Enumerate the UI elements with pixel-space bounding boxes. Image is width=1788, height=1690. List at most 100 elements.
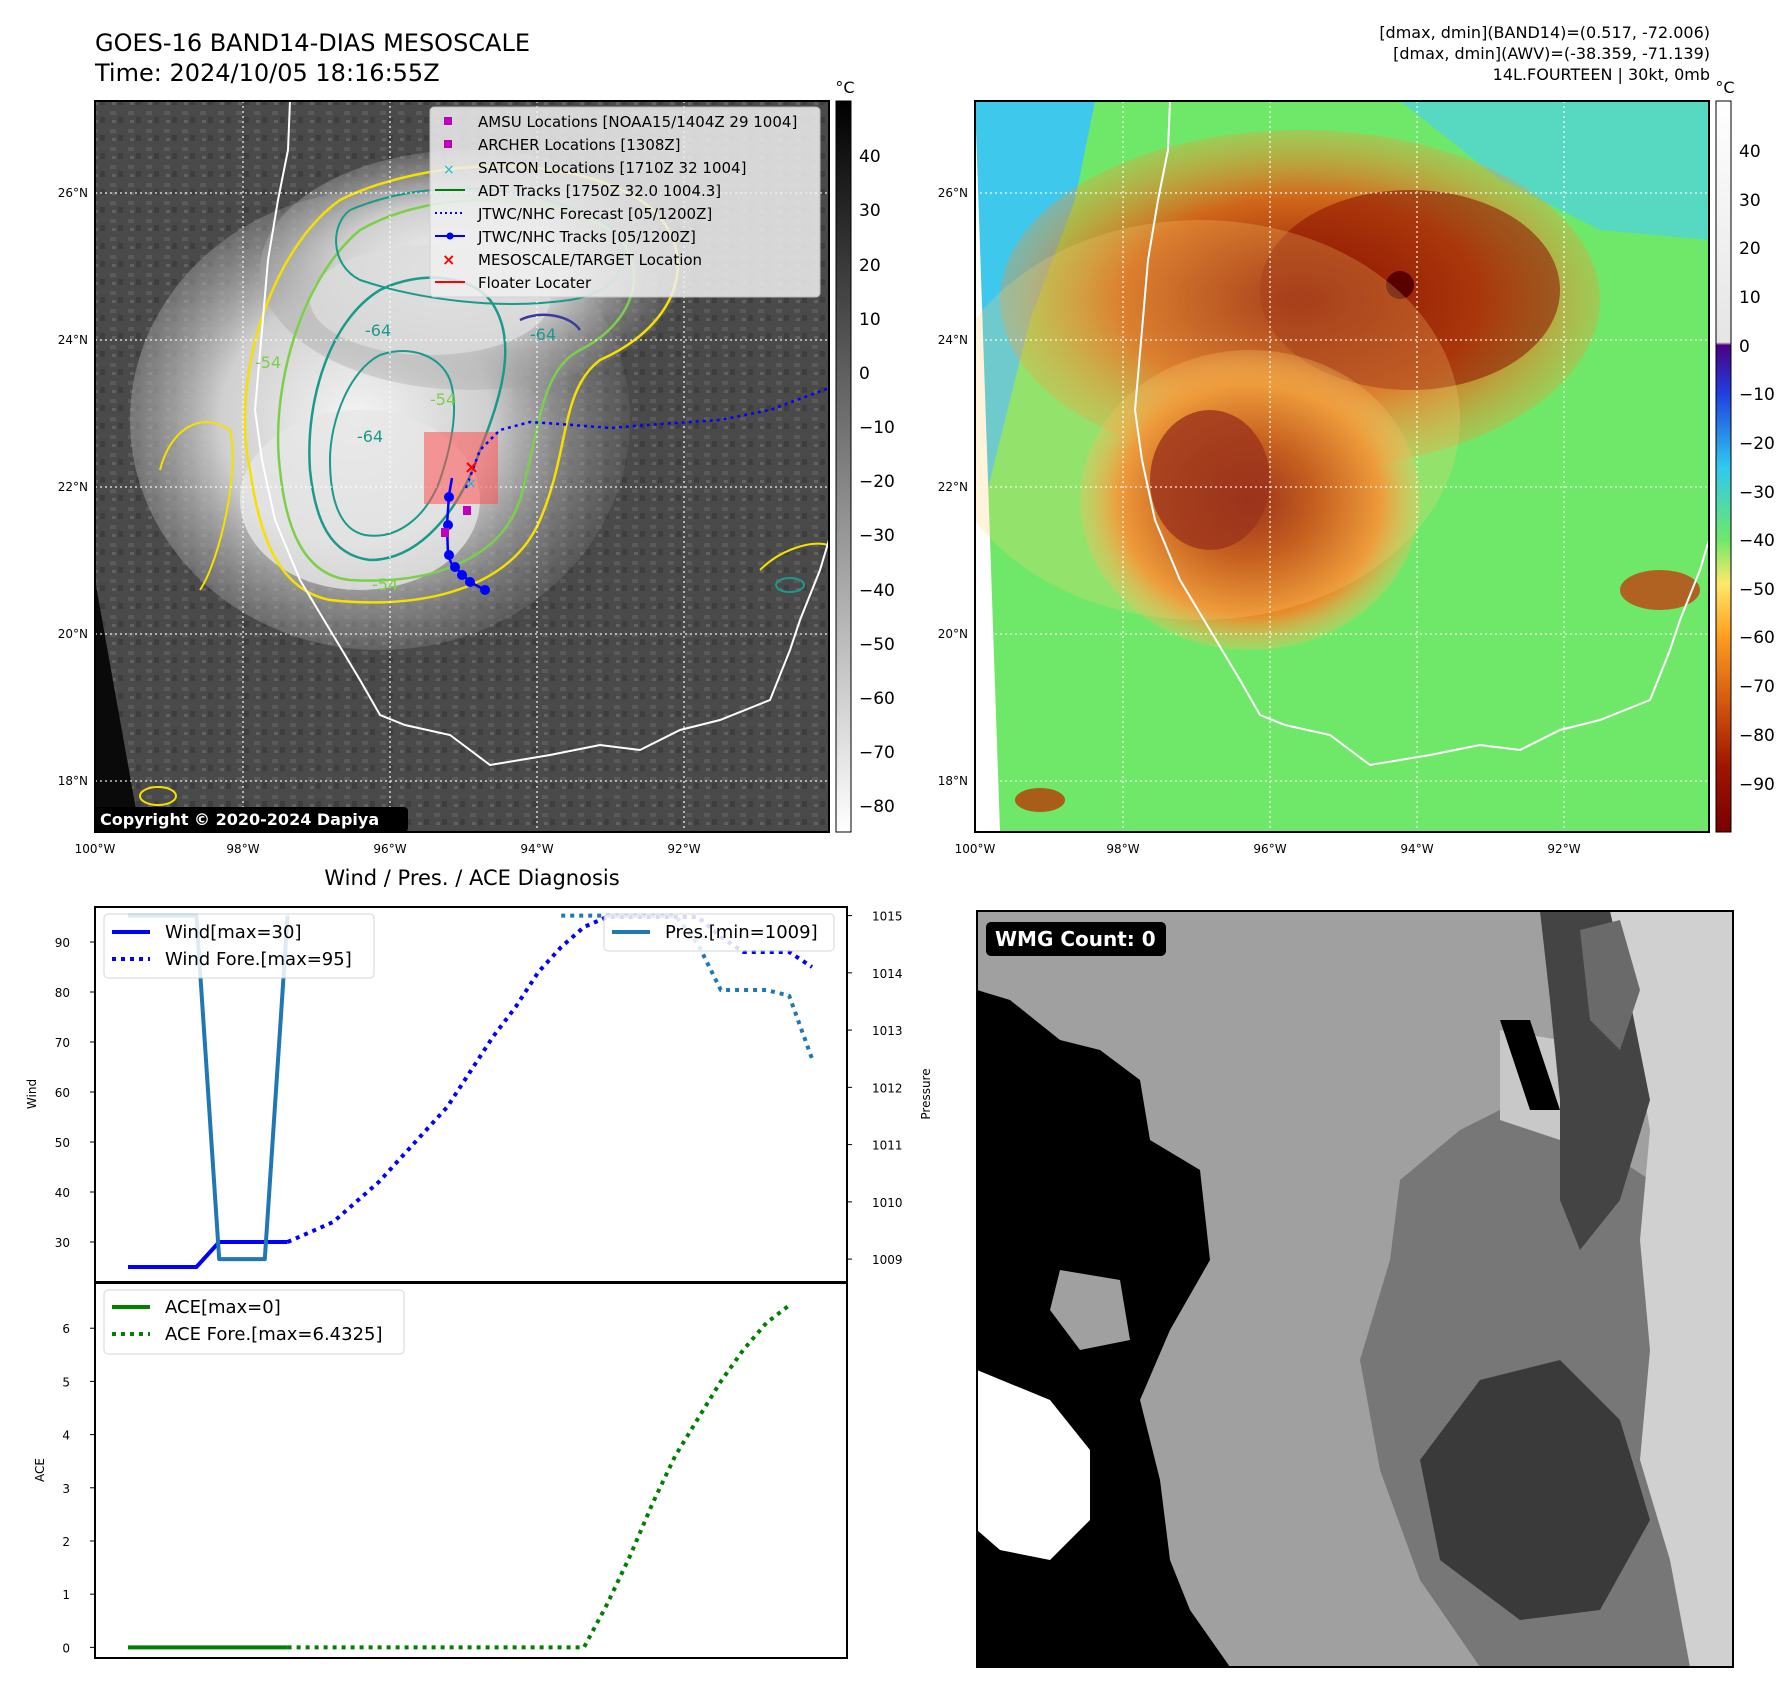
lon-label: 98°W bbox=[226, 842, 259, 856]
ace-tick-label: 6 bbox=[62, 1322, 70, 1336]
series-line-windmax bbox=[128, 1240, 288, 1269]
pressure-tick-label: 1010 bbox=[872, 1196, 903, 1210]
colorbar-color-ticks: 40 30 20 10 0 −10 −20 −30 −40 −50 −60 −7… bbox=[1739, 142, 1775, 795]
colorbar-unit: °C bbox=[1715, 78, 1734, 97]
wmg-panel: WMG Count: 0 bbox=[977, 911, 1733, 1667]
lon-label: 94°W bbox=[520, 842, 553, 856]
wind-legend: Wind[max=30] Wind Fore.[max=95] bbox=[103, 913, 375, 979]
color-map-frame bbox=[974, 100, 1710, 833]
pressure-tick-label: 1012 bbox=[872, 1081, 903, 1095]
colorbar-unit: °C bbox=[835, 78, 854, 97]
lat-label: 24°N bbox=[938, 333, 968, 347]
colorbar-tick: −80 bbox=[1739, 726, 1775, 746]
colorbar-tick: −60 bbox=[859, 689, 895, 709]
colorbar-tick: 40 bbox=[859, 147, 881, 167]
ace-tick-label: 3 bbox=[62, 1482, 70, 1496]
lat-label: 22°N bbox=[58, 480, 88, 494]
wind-tick-label: 90 bbox=[55, 936, 70, 950]
colorbar-tick: −70 bbox=[1739, 677, 1775, 697]
wind-tick-label: 70 bbox=[55, 1036, 70, 1050]
lon-label: 100°W bbox=[75, 842, 116, 856]
ace-tick-label: 1 bbox=[62, 1588, 70, 1602]
svg-text:×: × bbox=[442, 250, 455, 269]
lon-label: 96°W bbox=[1253, 842, 1286, 856]
diagnosis-title: Wind / Pres. / ACE Diagnosis bbox=[324, 866, 619, 890]
colorbar-gray: °C bbox=[835, 78, 855, 833]
lon-label: 96°W bbox=[373, 842, 406, 856]
lon-label: 98°W bbox=[1106, 842, 1139, 856]
pressure-tick-label: 1015 bbox=[872, 910, 903, 924]
ace-axis-label: ACE bbox=[33, 1458, 47, 1482]
colorbar-tick: 20 bbox=[1739, 239, 1761, 259]
lat-label: 26°N bbox=[58, 186, 88, 200]
lon-label: 92°W bbox=[1547, 842, 1580, 856]
pressure-tick-label: 1014 bbox=[872, 967, 903, 981]
contour-label: -64 bbox=[530, 325, 556, 344]
colorbar-tick: −70 bbox=[859, 743, 895, 763]
colorbar-tick: −90 bbox=[1739, 775, 1775, 795]
lat-label: 26°N bbox=[938, 186, 968, 200]
wind-axis-label: Wind bbox=[25, 1079, 39, 1109]
legend-pressure: Pres.[min=1009] bbox=[665, 922, 818, 943]
contour-label: -64 bbox=[365, 321, 391, 340]
lat-label: 24°N bbox=[58, 333, 88, 347]
lat-label: 18°N bbox=[938, 774, 968, 788]
colorbar-tick: −60 bbox=[1739, 628, 1775, 648]
pressure-axis-label: Pressure bbox=[919, 1068, 933, 1119]
colorbar-color: °C bbox=[1715, 78, 1735, 833]
color-map bbox=[975, 101, 1709, 832]
colorbar-tick: 0 bbox=[1739, 337, 1750, 357]
colorbar-tick: −30 bbox=[1739, 483, 1775, 503]
wind-tick-label: 40 bbox=[55, 1186, 70, 1200]
lon-label: 94°W bbox=[1400, 842, 1433, 856]
contour-label: -54 bbox=[430, 390, 456, 409]
legend-ace-forecast: ACE Fore.[max=6.4325] bbox=[165, 1324, 383, 1345]
colorbar-tick: −30 bbox=[859, 526, 895, 546]
colorbar-tick: −50 bbox=[859, 635, 895, 655]
colorbar-tick: 30 bbox=[1739, 191, 1761, 211]
pressure-tick-label: 1009 bbox=[872, 1253, 903, 1267]
colorbar-gray-ticks: 40 30 20 10 0 −10 −20 −30 −40 −50 −60 −7… bbox=[859, 147, 895, 817]
pressure-tick-label: 1013 bbox=[872, 1024, 903, 1038]
figure-title: GOES-16 BAND14-DIAS MESOSCALE bbox=[95, 29, 530, 57]
stats-band14: [dmax, dmin](BAND14)=(0.517, -72.006) bbox=[1379, 23, 1710, 42]
lat-label: 18°N bbox=[58, 774, 88, 788]
legend-archer: ARCHER Locations [1308Z] bbox=[478, 136, 681, 154]
colorbar-tick: −40 bbox=[859, 581, 895, 601]
colorbar-tick: −10 bbox=[1739, 385, 1775, 405]
legend-adt: ADT Tracks [1750Z 32.0 1004.3] bbox=[478, 182, 721, 200]
lon-label: 92°W bbox=[667, 842, 700, 856]
lat-label: 20°N bbox=[938, 627, 968, 641]
colorbar-tick: 20 bbox=[859, 256, 881, 276]
wind-tick-label: 80 bbox=[55, 986, 70, 1000]
colorbar-tick: 30 bbox=[859, 201, 881, 221]
legend-wind: Wind[max=30] bbox=[165, 922, 302, 943]
legend-target: MESOSCALE/TARGET Location bbox=[478, 251, 702, 269]
wind-tick-label: 30 bbox=[55, 1236, 70, 1250]
legend-wind-forecast: Wind Fore.[max=95] bbox=[165, 949, 352, 970]
lat-label: 22°N bbox=[938, 480, 968, 494]
ace-legend: ACE[max=0] ACE Fore.[max=6.4325] bbox=[103, 1289, 405, 1355]
floater-box bbox=[424, 432, 498, 504]
contour-label: -64 bbox=[357, 427, 383, 446]
ace-tick-label: 0 bbox=[62, 1641, 70, 1655]
ace-tick-label: 4 bbox=[62, 1429, 70, 1443]
wmg-frame bbox=[976, 910, 1734, 1668]
pressure-tick-label: 1011 bbox=[872, 1139, 903, 1153]
stats-awv: [dmax, dmin](AWV)=(-38.359, -71.139) bbox=[1393, 44, 1710, 63]
ace-tick-label: 5 bbox=[62, 1375, 70, 1389]
legend-floater: Floater Locater bbox=[478, 274, 592, 292]
colorbar-tick: −20 bbox=[1739, 434, 1775, 454]
color-map-axes: 26°N 24°N 22°N 20°N 18°N 100°W 98°W 96°W… bbox=[938, 186, 1581, 856]
colorbar-tick: −40 bbox=[1739, 531, 1775, 551]
colorbar-tick: −10 bbox=[859, 418, 895, 438]
ir-map-frame bbox=[94, 100, 830, 833]
colorbar-tick: 10 bbox=[1739, 288, 1761, 308]
svg-text:×: × bbox=[443, 162, 455, 178]
legend-ace: ACE[max=0] bbox=[165, 1297, 281, 1318]
wind-tick-label: 60 bbox=[55, 1086, 70, 1100]
pressure-legend: Pres.[min=1009] bbox=[603, 913, 835, 952]
lat-label: 20°N bbox=[58, 627, 88, 641]
storm-info: 14L.FOURTEEN | 30kt, 0mb bbox=[1493, 65, 1710, 84]
